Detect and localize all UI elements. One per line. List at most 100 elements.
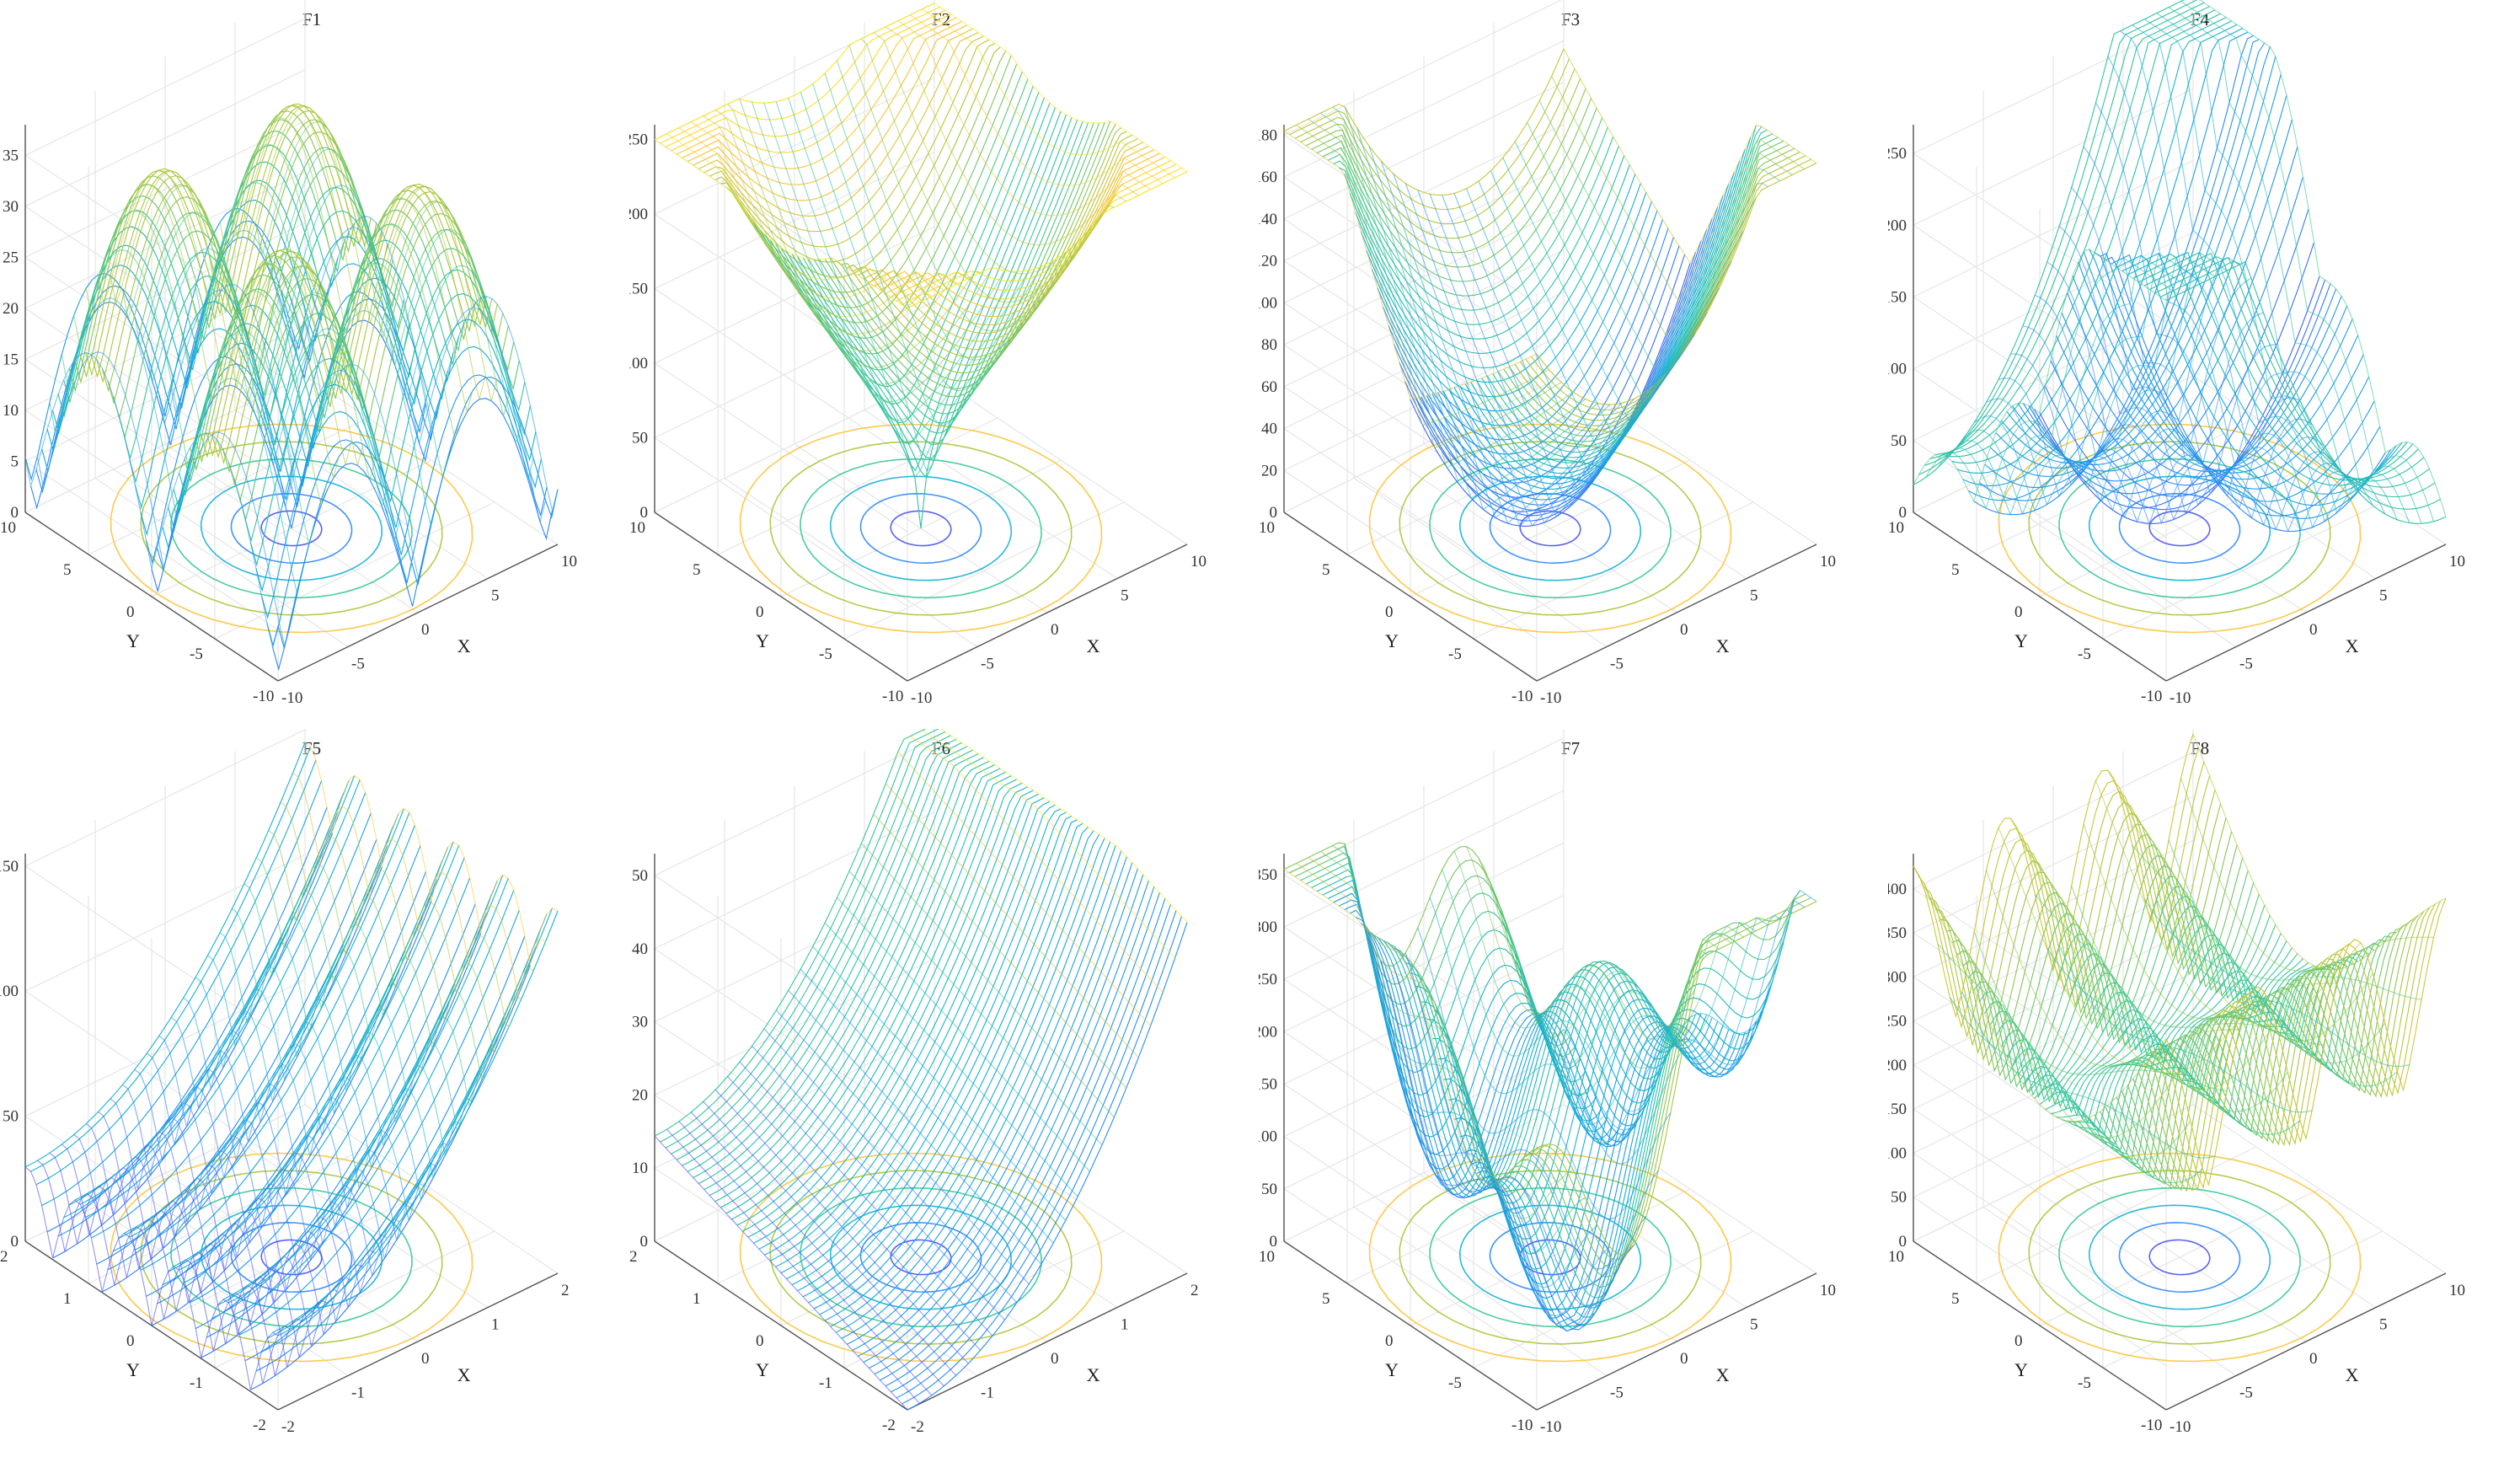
axes [24, 125, 559, 682]
mesh-line [824, 838, 1105, 1321]
mesh-line [2143, 252, 2425, 482]
y-tick-label: 0 [126, 603, 135, 621]
mesh-line [885, 783, 1139, 1058]
mesh-line [157, 878, 438, 1304]
mesh-line [847, 856, 1127, 1345]
mesh-line [835, 845, 1116, 1333]
z-tick-label: 100 [1888, 361, 1907, 378]
mesh-line [747, 786, 1029, 1238]
mesh-line [1356, 897, 1610, 1317]
surface-panel-f7: F7-10-50510-10-5051005010015020025030035… [1259, 729, 1836, 1436]
mesh-line [786, 114, 1067, 479]
chart-title: F5 [302, 738, 321, 758]
mesh-line [1986, 870, 2239, 1067]
mesh-line [2058, 945, 2313, 1113]
mesh-line [2107, 56, 2362, 533]
x-tick-label: 5 [491, 587, 500, 605]
mesh-line [121, 185, 377, 480]
z-tick-label: 0 [640, 1233, 649, 1251]
x-axis-label: X [1716, 1364, 1730, 1385]
z-tick-label: 40 [1261, 420, 1277, 438]
mesh-line [1913, 865, 2167, 1122]
mesh-line [1538, 100, 1793, 336]
mesh-line [2022, 325, 2276, 525]
z-tick-label: 50 [1891, 1189, 1907, 1207]
mesh-line [1380, 961, 1635, 1326]
y-tick-label: -10 [2141, 688, 2162, 705]
mesh-line [654, 1135, 908, 1411]
x-tick-label: 0 [2309, 1350, 2318, 1368]
mesh-line [1322, 117, 1603, 297]
y-axis-line [1283, 512, 1538, 682]
mesh-line [1934, 790, 2216, 1054]
y-tick-label: -5 [190, 645, 203, 663]
z-tick-label: 250 [1888, 145, 1907, 163]
mesh-line [2143, 910, 2425, 1192]
z-tick-label: 100 [629, 355, 648, 372]
mesh-line [190, 877, 471, 1304]
mesh-line [812, 946, 1067, 1221]
mesh-line [775, 804, 1056, 1267]
mesh-line [731, 775, 1012, 1220]
mesh-line [243, 105, 498, 401]
y-tick-label: 0 [1385, 603, 1394, 621]
mesh-line [2083, 146, 2337, 531]
mesh-line [902, 167, 1182, 305]
y-axis-line [654, 512, 908, 682]
mesh-line [2143, 898, 2398, 1087]
z-tick-label: 15 [3, 351, 19, 368]
mesh-line [79, 104, 361, 378]
y-axis-line [24, 512, 279, 682]
y-tick-label: 10 [1888, 1248, 1904, 1266]
mesh-line [1355, 174, 1636, 383]
mesh-line [1393, 174, 1647, 528]
y-axis-label: Y [2014, 1359, 2028, 1380]
mesh-line [1377, 210, 1658, 441]
mesh-line [1514, 898, 1795, 1288]
z-tick-label: 40 [632, 940, 648, 958]
mesh-line [304, 215, 559, 512]
mesh-line [1296, 863, 1549, 1181]
contour-line [1368, 1152, 1732, 1363]
y-tick-label: 10 [1259, 519, 1275, 537]
y-tick-label: 10 [1888, 519, 1904, 537]
mesh-line [1338, 146, 1619, 340]
x-tick-label: 10 [561, 553, 577, 570]
mesh-line [836, 60, 1090, 361]
x-tick-label: -5 [981, 656, 994, 673]
mesh-line [896, 163, 1177, 302]
x-tick-label: 5 [1750, 1316, 1758, 1334]
y-tick-label: 5 [1322, 561, 1330, 579]
contour-line [1998, 423, 2362, 634]
mesh-line [2180, 778, 2434, 972]
mesh-line [2127, 923, 2408, 1187]
mesh-line [1913, 248, 2167, 503]
z-tick-label: 400 [1888, 881, 1907, 898]
x-tick-label: -1 [351, 1385, 365, 1402]
y-tick-label: -10 [882, 688, 903, 705]
surface-mesh [24, 103, 559, 672]
mesh-line [763, 103, 1018, 421]
mesh-line [2149, 256, 2430, 488]
x-axis-line [2165, 544, 2447, 682]
mesh-line [775, 101, 1030, 444]
mesh-line [693, 749, 973, 1178]
mesh-line [671, 13, 951, 153]
contour-line [1368, 423, 1732, 634]
z-tick-label: 120 [1259, 253, 1277, 271]
mesh-line [1399, 953, 1680, 1189]
mesh-line [682, 742, 962, 1166]
x-tick-label: -10 [281, 689, 302, 707]
mesh-line [206, 183, 487, 457]
mesh-line [2143, 19, 2398, 521]
mesh-line [123, 186, 404, 460]
mesh-line [292, 227, 547, 522]
mesh-line [1935, 9, 2216, 456]
mesh-line [79, 779, 361, 1205]
mesh-line [797, 119, 1078, 446]
x-tick-label: -5 [1610, 656, 1624, 673]
mesh-line [1296, 124, 1549, 426]
contour-line [800, 1186, 1042, 1328]
mesh-line [780, 110, 1062, 529]
